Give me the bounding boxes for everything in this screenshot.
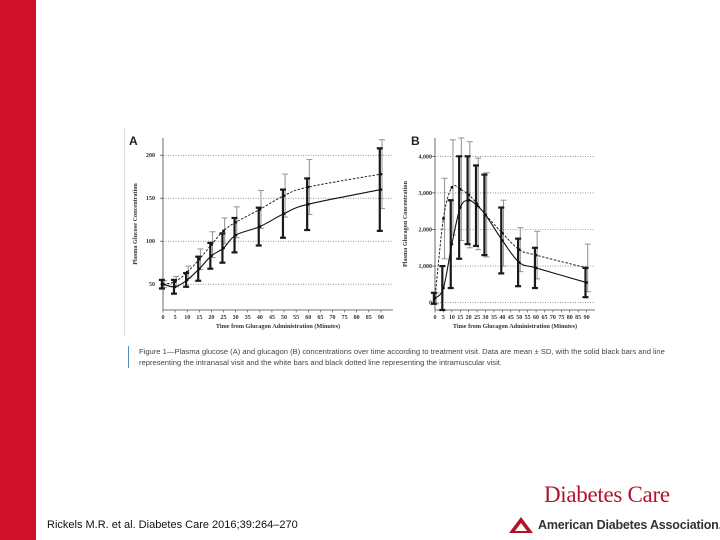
panel-a-intranasal-line	[162, 189, 382, 288]
panel-b-intranasal-point	[534, 266, 538, 270]
panel-b-x-tick-label: 20	[466, 315, 472, 321]
panel-b-x-tick-label: 0	[434, 315, 437, 321]
panel-b-intranasal-point	[484, 213, 487, 217]
panel-a-x-tick-label: 50	[281, 315, 287, 321]
panel-b-x-tick-label: 10	[449, 315, 455, 321]
panel-a-intranasal-point	[161, 282, 165, 286]
panel-a-x-axis-title: Time from Glucagon Administration (Minut…	[216, 323, 340, 330]
panel-a-intramuscular-line	[162, 173, 381, 285]
panel-a-intranasal-point	[173, 285, 177, 289]
panel-a-x-tick-label: 55	[293, 315, 299, 321]
red-accent-bar	[0, 0, 36, 540]
panel-a-y-tick-label: 200	[146, 153, 155, 159]
panel-a-x-tick-label: 35	[245, 315, 251, 321]
panel-b-x-tick-label: 45	[508, 315, 514, 321]
figure-caption: Figure 1—Plasma glucose (A) and glucagon…	[128, 346, 688, 368]
panel-a-x-tick-label: 70	[329, 315, 335, 321]
panel-b-x-tick-label: 40	[499, 315, 505, 321]
panel-a-x-tick-label: 60	[305, 315, 311, 321]
panel-a-x-tick-label: 0	[162, 315, 165, 321]
panel-a-intranasal-point	[210, 254, 213, 258]
panel-b-x-axis-title: Time from Glucagon Administration (Minut…	[453, 323, 577, 330]
panel-b-intranasal-point	[475, 204, 479, 208]
panel-b-intramuscular-line	[434, 185, 587, 299]
panel-a-glucose: A 50 100 150 200 0 5 10 15 20 25 30 35 40 45 50 55 60 65 70…	[129, 134, 393, 330]
panel-b-intranasal-line	[434, 199, 587, 299]
panel-b-x-tick-label: 85	[575, 315, 581, 321]
panel-a-intranasal-point	[234, 233, 238, 237]
panel-b-y-tick-label: 1,000	[419, 264, 433, 270]
panel-b-intranasal-point	[517, 261, 521, 264]
panel-a-x-tick-label: 5	[174, 315, 177, 321]
panel-a-intranasal-point	[282, 212, 286, 216]
panel-b-y-tick-label: 3,000	[419, 191, 433, 197]
panel-b-letter: B	[411, 134, 420, 148]
panel-b-intranasal-point	[500, 239, 504, 242]
panel-b-intranasal-point	[450, 242, 454, 246]
panel-a-y-tick-label: 150	[146, 196, 155, 202]
panel-b-intranasal-point	[467, 198, 471, 202]
panel-a-x-tick-label: 25	[221, 315, 227, 321]
panel-b-intramuscular-point	[442, 217, 445, 220]
panel-b-y-tick-label: 4,000	[419, 154, 433, 160]
panel-b-x-tick-label: 65	[541, 315, 547, 321]
panel-a-x-tick-label: 65	[317, 315, 323, 321]
panel-a-intranasal-point	[197, 267, 201, 271]
panel-b-intranasal-point	[442, 286, 445, 290]
panel-a-x-tick-label: 80	[354, 315, 360, 321]
panel-a-intranasal-point	[222, 246, 225, 250]
panel-a-x-tick-label: 90	[378, 315, 384, 321]
panel-b-y-axis-title: Plasma Glucagon Concentration	[402, 180, 409, 266]
panel-a-intranasal-point	[379, 188, 383, 191]
ada-name: American Diabetes Association.	[538, 518, 720, 532]
panel-a-intranasal-point	[306, 202, 310, 206]
panel-a-y-tick-label: 100	[146, 239, 155, 245]
panel-a-x-tick-label: 75	[342, 315, 348, 321]
panel-b-x-tick-label: 35	[491, 315, 497, 321]
panel-b-intranasal-point	[433, 296, 437, 300]
panel-a-intranasal-point	[258, 225, 262, 228]
panel-a-letter: A	[129, 134, 138, 148]
panel-a-x-tick-label: 40	[257, 315, 263, 321]
panel-b-x-tick-label: 80	[567, 315, 573, 321]
panel-a-y-axis-title: Plasma Glucose Concentration	[132, 183, 139, 265]
panel-a-x-tick-label: 15	[196, 315, 202, 321]
panel-b-x-tick-label: 70	[550, 315, 556, 321]
panel-a-x-tick-label: 85	[366, 315, 372, 321]
panel-b-x-tick-label: 75	[558, 315, 564, 321]
panel-b-x-tick-label: 15	[457, 315, 463, 321]
panel-a-x-tick-label: 20	[208, 315, 214, 321]
panel-b-intranasal-point	[585, 281, 588, 284]
ada-triangle-icon	[509, 517, 533, 533]
ada-logo: American Diabetes Association.	[508, 515, 720, 535]
panel-a-intramuscular-point	[222, 229, 225, 233]
panel-b-x-tick-label: 60	[533, 315, 539, 321]
journal-logo: Diabetes Care	[544, 482, 670, 507]
panel-b-x-tick-label: 5	[442, 315, 445, 321]
panel-a-y-tick-label: 50	[149, 282, 155, 288]
panel-b-y-tick-label: 2,000	[419, 227, 433, 233]
panel-a-x-tick-label: 45	[269, 315, 275, 321]
panel-a-x-tick-label: 10	[184, 315, 190, 321]
panel-b-x-tick-label: 30	[483, 315, 489, 321]
panel-b-y-tick-label: 0	[429, 301, 432, 307]
panel-b-x-tick-label: 90	[584, 315, 590, 321]
panel-a-x-tick-label: 30	[233, 315, 239, 321]
figure: A 50 100 150 200 0 5 10 15 20 25 30 35 40 45 50 55 60 65 70…	[124, 128, 607, 336]
panel-b-x-tick-label: 50	[516, 315, 522, 321]
panel-b-intramuscular-point	[450, 186, 454, 189]
panel-b-intranasal-point	[458, 206, 462, 209]
panel-a-intranasal-point	[185, 278, 189, 282]
panel-b-x-tick-label: 55	[525, 315, 531, 321]
panel-b-x-tick-label: 25	[474, 315, 480, 321]
citation: Rickels M.R. et al. Diabetes Care 2016;3…	[47, 519, 298, 531]
